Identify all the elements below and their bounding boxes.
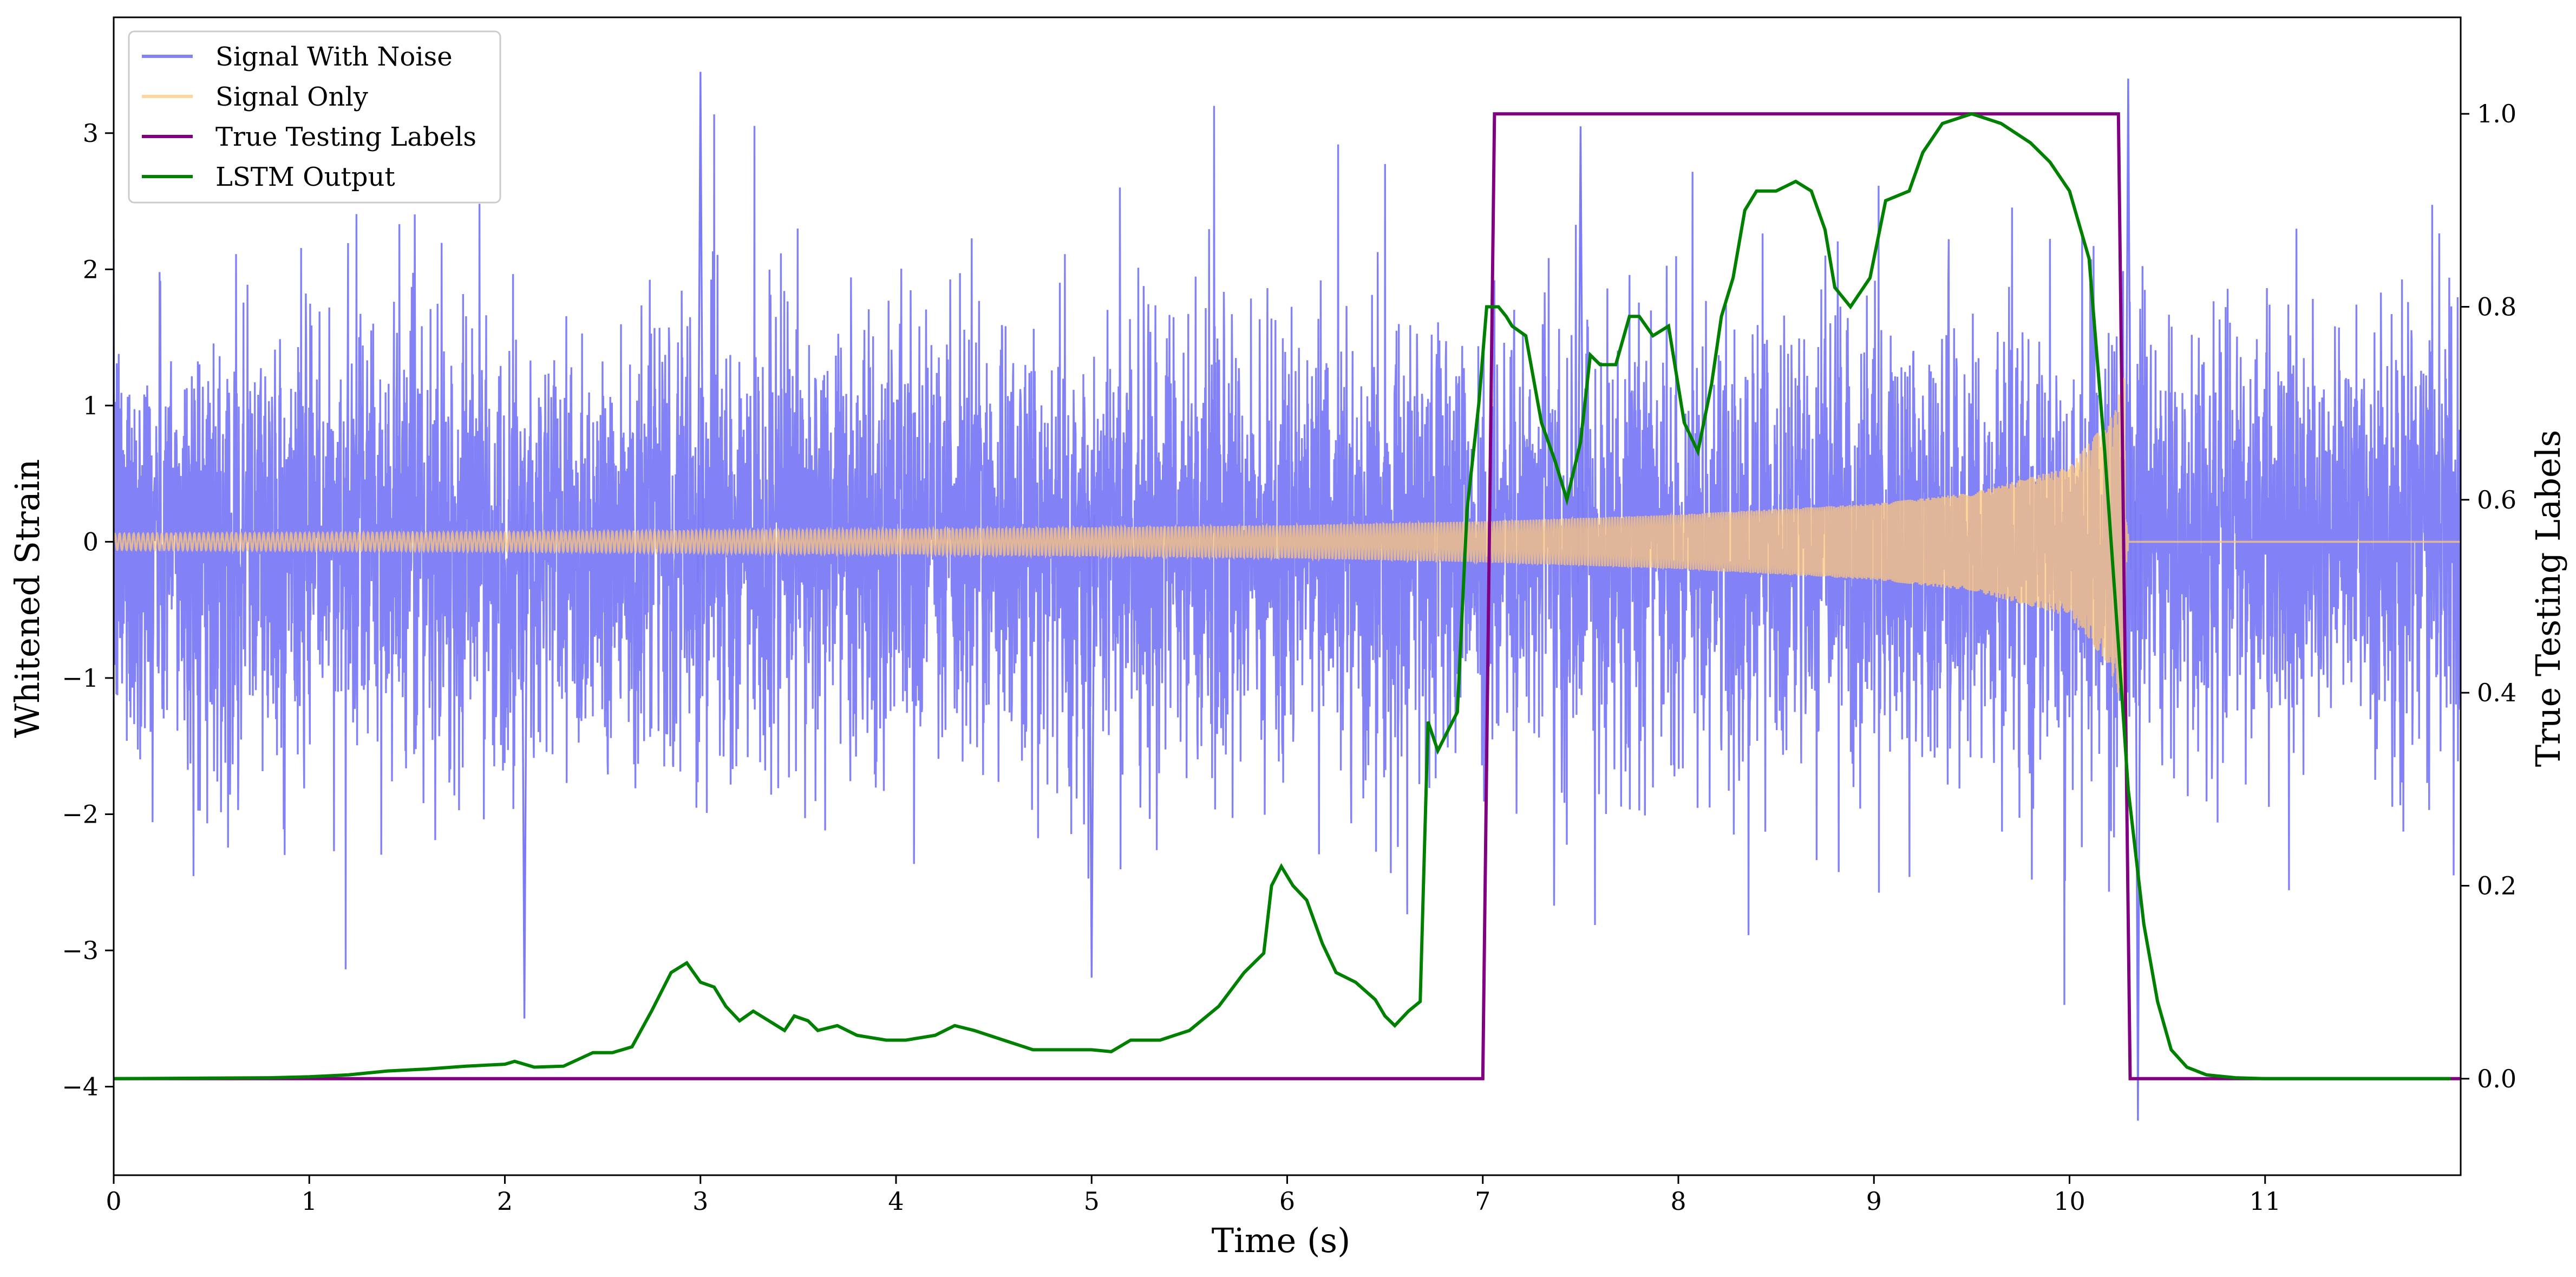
y-tick-label-3: −1 <box>62 663 99 693</box>
y2-tick-label-2: 0.4 <box>2477 678 2516 707</box>
x-tick-label-0: 0 <box>106 1187 121 1216</box>
x-tick-label-1: 1 <box>302 1187 317 1216</box>
y-tick-label-5: 1 <box>83 391 99 420</box>
x-tick-label-6: 6 <box>1279 1187 1295 1216</box>
signal-only-line <box>114 377 2461 711</box>
y2-tick-label-1: 0.2 <box>2477 871 2516 901</box>
y2-tick-label-0: 0.0 <box>2477 1064 2516 1093</box>
y-tick-label-4: 0 <box>83 527 99 556</box>
x-tick-label-4: 4 <box>888 1187 904 1216</box>
signal-with-noise-line <box>114 106 2461 1005</box>
y-tick-label-7: 3 <box>83 119 99 148</box>
legend-label-1: Signal Only <box>215 82 368 112</box>
y2-axis-title: True Testing Labels <box>2528 430 2568 767</box>
x-tick-label-8: 8 <box>1670 1187 1686 1216</box>
y2-tick-label-4: 0.8 <box>2477 292 2516 322</box>
y2-tick-label-5: 1.0 <box>2477 99 2516 128</box>
y-tick-label-1: −3 <box>62 936 99 965</box>
x-tick-label-10: 10 <box>2054 1187 2085 1216</box>
signal-layer <box>114 377 2461 711</box>
legend: Signal With Noise Signal Only True Testing… <box>128 30 501 204</box>
x-axis-title: Time (s) <box>1212 1221 1351 1260</box>
y-axis-title: Whitened Strain <box>8 459 47 738</box>
x-tick-label-5: 5 <box>1084 1187 1100 1216</box>
true-testing-labels-line <box>114 112 2461 1080</box>
noise-layer <box>114 71 2461 1121</box>
y2-tick-label-3: 0.6 <box>2477 485 2516 514</box>
lstm-layer <box>113 112 2451 1080</box>
y-tick-label-2: −2 <box>62 799 99 829</box>
x-tick-label-9: 9 <box>1866 1187 1882 1216</box>
axes-layer: 0 1 2 3 4 5 6 7 8 9 10 11 −4 −3 −2 −1 0 1 2 3 0.0 0.2 0.4 0.6 0.… <box>62 16 2516 1216</box>
y-tick-label-6: 2 <box>83 255 99 284</box>
legend-box <box>128 30 501 204</box>
noise-spike-1 <box>2124 79 2132 583</box>
noise-spike-2 <box>2134 500 2142 1121</box>
legend-label-0: Signal With Noise <box>215 42 453 72</box>
noise-spike-0 <box>697 71 704 583</box>
x-tick-label-2: 2 <box>497 1187 513 1216</box>
noise-spike-3 <box>520 500 528 1019</box>
lstm-output-line <box>113 112 2451 1080</box>
legend-label-2: True Testing Labels <box>215 122 476 152</box>
x-tick-label-11: 11 <box>2249 1187 2281 1216</box>
x-tick-label-3: 3 <box>692 1187 708 1216</box>
legend-label-3: LSTM Output <box>215 162 395 192</box>
x-tick-label-7: 7 <box>1475 1187 1490 1216</box>
y-tick-label-0: −4 <box>62 1072 99 1102</box>
labels-layer <box>114 112 2461 1080</box>
noise-spike-4 <box>1088 500 1095 978</box>
